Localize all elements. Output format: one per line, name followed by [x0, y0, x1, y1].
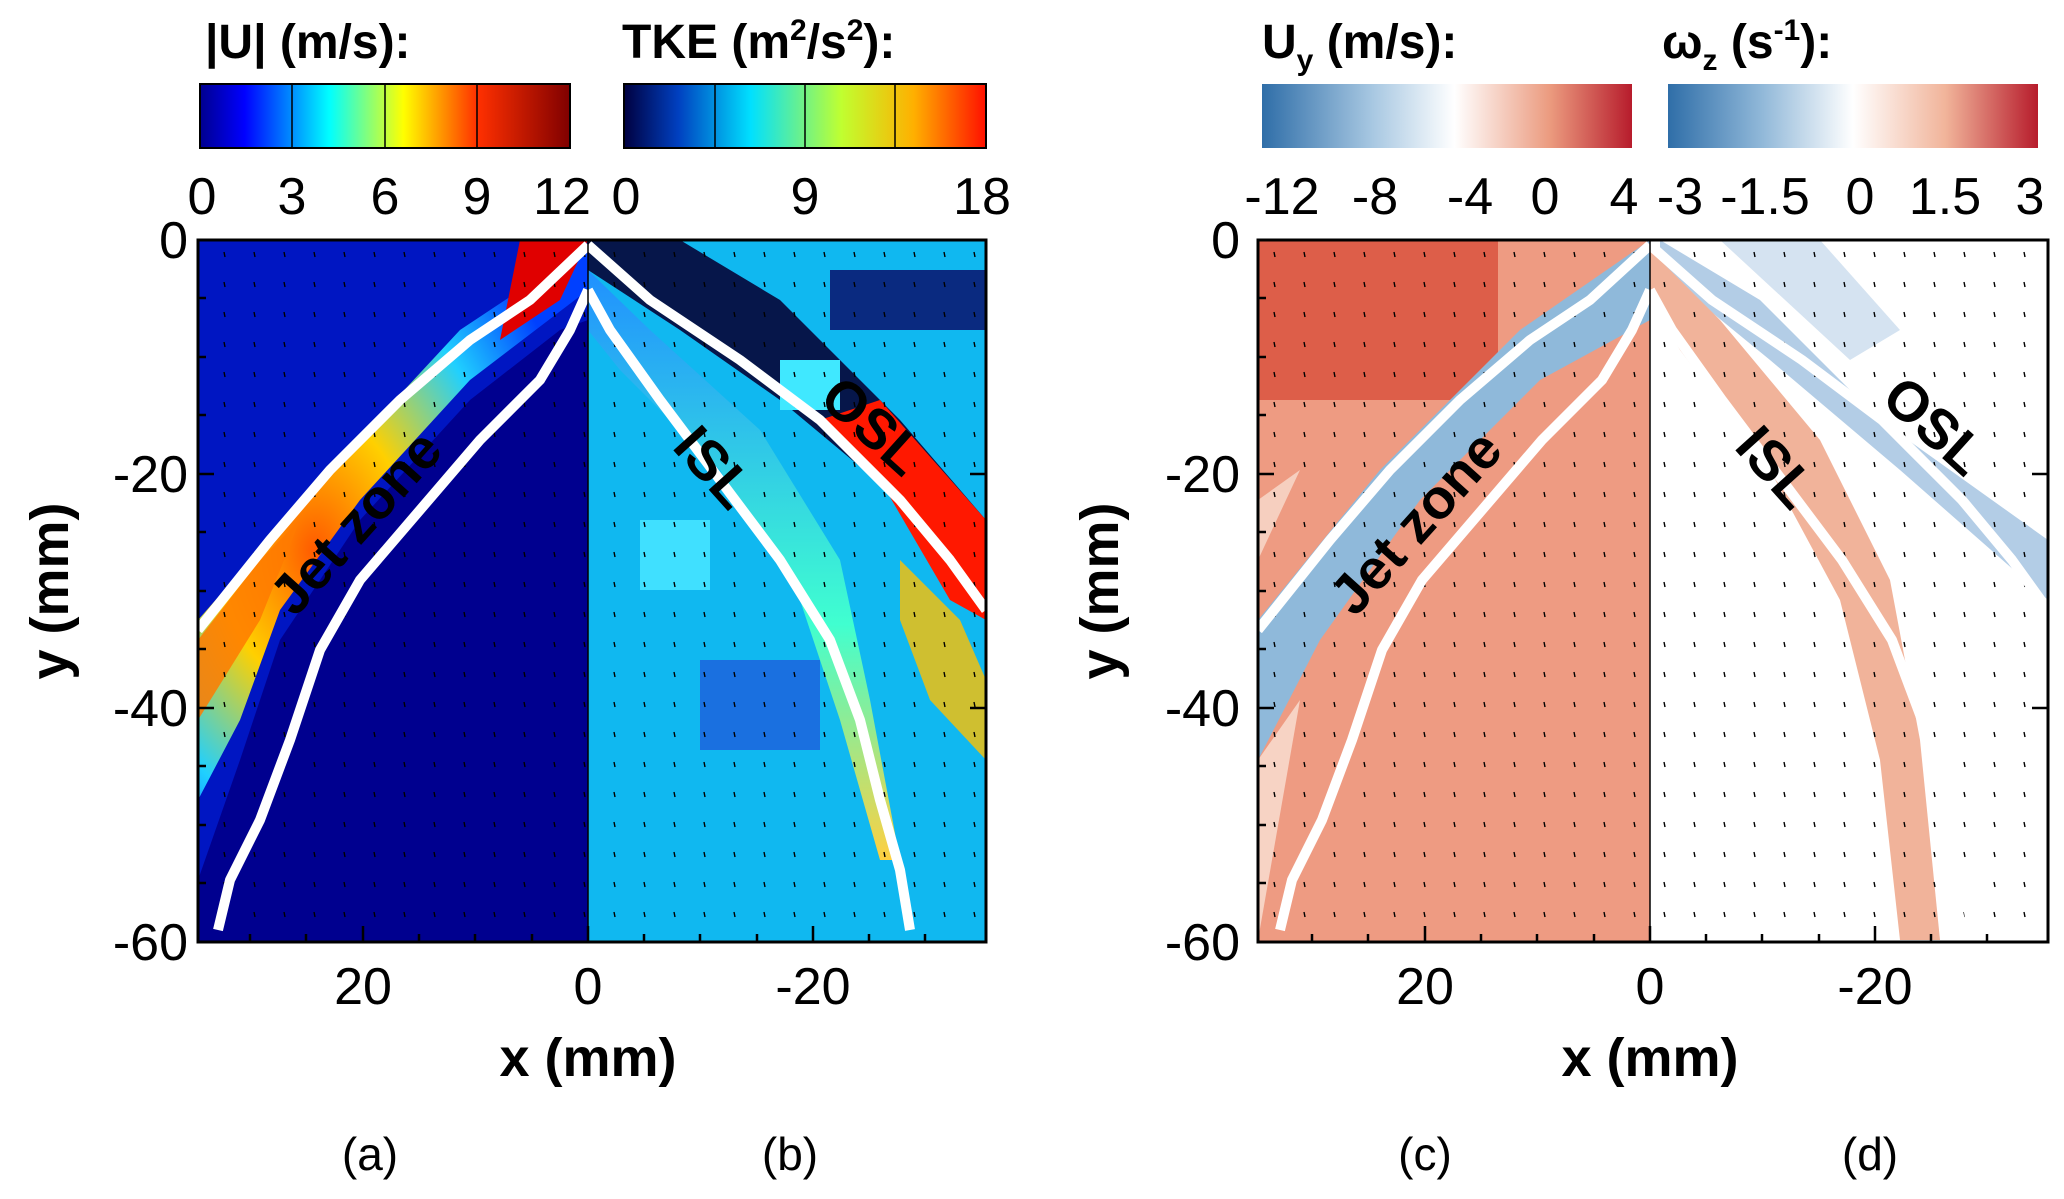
y-tick-label: 0 [1211, 212, 1240, 270]
colorbar-uy-tick: -12 [1244, 168, 1319, 226]
colorbar-u: |U| (m/s): 0 3 6 9 12 [188, 16, 591, 226]
colorbar-uy-title: Uy (m/s): [1262, 16, 1457, 77]
colorbar-tke: TKE (m2/s2): 0 9 18 [612, 14, 1011, 226]
colorbar-uy-tick: 4 [1610, 168, 1639, 226]
y-tick-label: -40 [113, 680, 188, 738]
x-tick-label: -20 [775, 958, 850, 1016]
x-tick-label: -20 [1837, 958, 1912, 1016]
colorbar-tke-tick: 0 [612, 168, 641, 226]
colorbar-wz-title: ωz (s-1): [1662, 14, 1832, 77]
velocity-vectors-cd [1258, 240, 2048, 942]
velocity-vectors-ab [198, 240, 986, 942]
shear-boundaries-cd [1254, 241, 2053, 932]
x-tick-label: 20 [334, 958, 392, 1016]
colorbar-u-tick: 9 [463, 168, 492, 226]
colorbar-u-tick: 0 [188, 168, 217, 226]
panel-label-c: (c) [1398, 1128, 1452, 1180]
colorbar-wz-tick: -3 [1657, 168, 1703, 226]
colorbar-wz-tick: 0 [1846, 168, 1875, 226]
x-tick-label: 0 [1636, 958, 1665, 1016]
colorbar-uy: Uy (m/s): -12 -8 -4 0 4 [1244, 16, 1638, 226]
colorbar-u-tick: 12 [533, 168, 591, 226]
colorbar-wz-scale [1668, 84, 2038, 148]
panel-label-b: (b) [762, 1128, 818, 1180]
y-tick-label: -60 [113, 914, 188, 972]
x-axis-label: x (mm) [1561, 1028, 1738, 1088]
panel-label-d: (d) [1842, 1128, 1898, 1180]
y-tick-label: 0 [159, 212, 188, 270]
y-axis-label: y (mm) [1070, 502, 1130, 679]
colorbar-uy-tick: 0 [1531, 168, 1560, 226]
x-tick-label: 20 [1396, 958, 1454, 1016]
axes-ab: 0 -20 -40 -60 20 0 -20 x (mm) y (mm) [20, 212, 986, 1088]
colorbar-wz-tick: 3 [2016, 168, 2045, 226]
colorbar-wz-tick: 1.5 [1909, 168, 1981, 226]
y-tick-label: -40 [1165, 680, 1240, 738]
y-tick-label: -60 [1165, 914, 1240, 972]
colorbar-tke-tick: 18 [953, 168, 1011, 226]
colorbar-u-tick: 3 [278, 168, 307, 226]
colorbar-wz: ωz (s-1): -3 -1.5 0 1.5 3 [1657, 14, 2045, 226]
colorbar-uy-tick: -8 [1352, 168, 1398, 226]
colorbar-wz-tick: -1.5 [1720, 168, 1810, 226]
colorbar-uy-scale [1262, 84, 1632, 148]
panel-label-a: (a) [342, 1128, 398, 1180]
y-tick-label: -20 [113, 446, 188, 504]
colorbar-u-title: |U| (m/s): [205, 16, 411, 69]
colorbar-u-tick: 6 [371, 168, 400, 226]
colorbar-tke-title: TKE (m2/s2): [622, 14, 895, 69]
colorbar-tke-tick: 9 [791, 168, 820, 226]
shear-boundaries-ab [194, 241, 991, 932]
y-axis-label: y (mm) [20, 502, 80, 679]
x-tick-label: 0 [574, 958, 603, 1016]
x-axis-label: x (mm) [499, 1028, 676, 1088]
axes-cd: 0 -20 -40 -60 20 0 -20 x (mm) y (mm) [1070, 212, 2048, 1088]
y-tick-label: -20 [1165, 446, 1240, 504]
colorbar-uy-tick: -4 [1447, 168, 1493, 226]
